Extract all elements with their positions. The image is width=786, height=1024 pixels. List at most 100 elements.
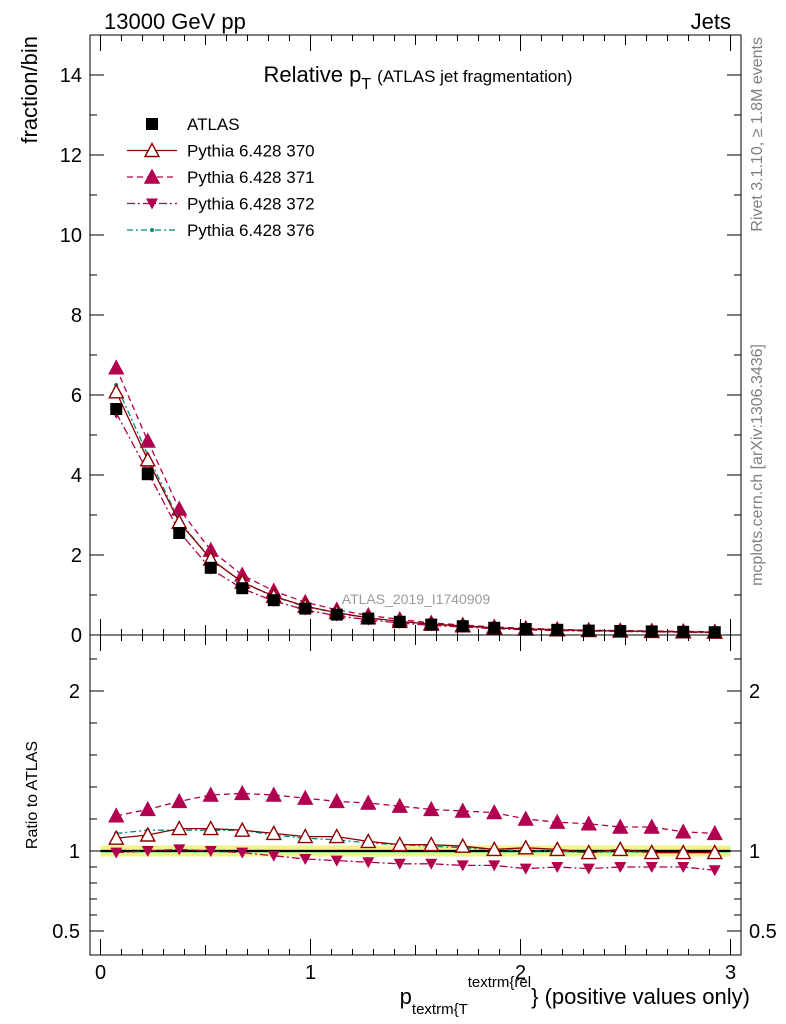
ratio-point [643,818,660,834]
data-point [614,625,627,637]
x-tick-label: 0 [95,962,106,984]
legend-item: Pythia 6.428 371 [127,168,315,187]
legend-item: Pythia 6.428 372 [127,195,315,214]
legend-label: Pythia 6.428 372 [187,195,315,214]
data-point [645,625,658,638]
legend-label: Pythia 6.428 376 [187,221,315,240]
ratio-point [265,786,282,802]
ratio-point [519,863,532,875]
ratio-point [643,844,660,860]
ratio-point [202,786,219,802]
data-point [173,527,186,539]
x-tick-label: 3 [725,962,736,984]
data-point [551,623,564,636]
ratio-point [202,820,219,836]
ratio-point [171,792,188,809]
process-label: Jets [691,9,731,34]
xlabel-sub: textrm{T [412,1001,468,1018]
ratio-point [551,862,564,873]
legend-marker [146,198,158,210]
main-y-tick-label: 4 [71,465,82,487]
ratio-point [328,792,345,809]
ratio-point [645,862,658,873]
main-y-tick-label: 10 [60,225,82,247]
data-point [139,451,156,467]
data-point [139,432,156,448]
ratio-series-pythia-6-428-372 [110,844,721,877]
legend-marker [146,118,158,130]
ratio-point [454,802,471,818]
ratio-point [549,813,566,829]
rivet-label: Rivet 3.1.10, ≥ 1.8M events [749,37,766,232]
legend-label: ATLAS [187,115,240,134]
data-point [330,608,343,621]
ratio-point [360,794,377,810]
data-point [425,618,438,631]
ratio-series-pythia-6-428-370 [108,820,723,860]
ratio-point [393,858,406,870]
main-ylabel: fraction/bin [17,36,42,144]
data-point [236,582,249,595]
ratio-point [110,847,123,859]
data-point [488,621,501,634]
xlabel-rest: } (positive values only) [531,984,750,1009]
legend-label: Pythia 6.428 371 [187,168,315,187]
ratio-point [297,828,314,844]
ratio-point [486,840,503,857]
xlabel-sup: textrm{rel [468,974,531,991]
data-point [299,602,312,615]
x-axis-label: ptextrm{Ttextrm{rel} (positive values on… [400,974,750,1018]
ratio-line [116,827,715,854]
ratio-point [706,844,723,860]
ratio-point [612,840,629,857]
ratio-point [612,818,629,834]
ratio-point [488,860,501,872]
ratio-y-tick-label-right: 2 [749,681,760,703]
ratio-point [580,815,597,831]
legend-marker [143,142,161,158]
data-point [519,623,532,635]
data-point [108,359,125,375]
ratio-point [517,839,534,855]
ratio-point [234,784,251,801]
xlabel-main: p [400,984,412,1009]
legend-item: Pythia 6.428 376 [127,221,315,240]
legend-item: Pythia 6.428 370 [127,142,315,161]
ratio-point [173,844,186,856]
main-y-tick-label: 8 [71,305,82,327]
main-title: Relative pT (ATLAS jet fragmentation) [264,62,573,93]
data-point [362,612,375,625]
ratio-point [297,789,314,805]
main-y-tick-label: 6 [71,385,82,407]
title-rest: (ATLAS jet fragmentation) [377,67,572,86]
legend: ATLAS Pythia 6.428 370 Pythia 6.428 371 Pyt… [127,115,315,240]
data-point [204,561,217,574]
x-tick-label: 2 [515,962,526,984]
ratio-point [391,836,408,852]
legend-marker [150,228,154,232]
ratio-point [141,846,154,857]
ratio-point [425,858,438,870]
ratio-series-pythia-6-428-371 [108,784,723,841]
ratio-point [675,823,692,839]
legend-item: ATLAS [146,115,240,134]
ratio-ylabel: Ratio to ATLAS [24,741,41,849]
ratio-point [675,844,692,860]
energy-label: 13000 GeV pp [104,9,246,34]
ratio-point [454,837,471,853]
ratio-point [139,800,156,817]
ratio-point [708,865,721,877]
ratio-y-tick-label-right: 1 [749,841,760,863]
data-point [267,594,280,607]
ratio-panel: 0.5 0.5 1 1 2 2 0 1 2 3 Ratio to ATLAS ptextrm{T… [24,634,777,1018]
legend-label: Pythia 6.428 370 [187,142,315,161]
data-point [108,383,125,399]
ratio-point [456,860,469,872]
data-point [141,468,154,481]
x-tick-label: 1 [305,962,316,984]
ratio-point [391,797,408,813]
data-point [393,615,406,628]
data-point [456,620,469,633]
ratio-point [299,854,312,865]
ratio-point [234,821,251,837]
